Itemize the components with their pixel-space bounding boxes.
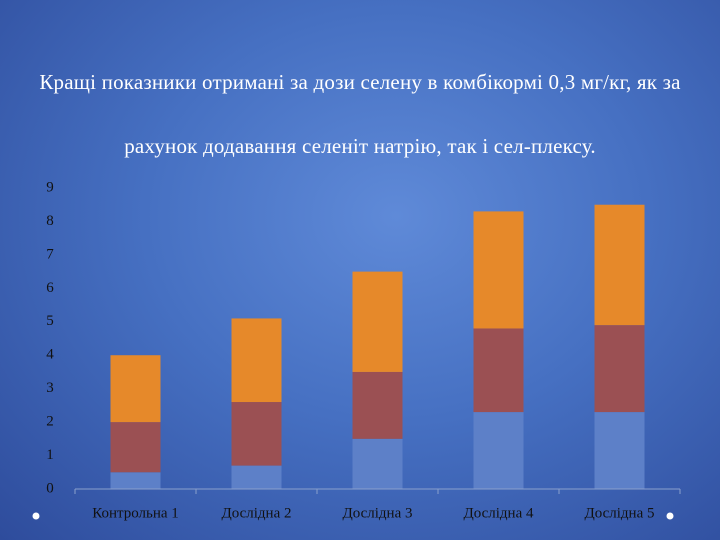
x-tick-label: Дослідна 3 [343,505,413,521]
bar-segment [473,412,524,489]
y-tick-label: 5 [46,313,54,329]
bar-segment [110,422,161,473]
chart-title: Кращі показники отримані за дози селену … [39,70,681,158]
bar-segment [110,472,161,489]
y-tick-label: 8 [46,213,54,229]
bar-segment [231,465,282,489]
x-tick-label: Дослідна 4 [464,505,534,521]
y-tick-label: 4 [46,347,54,363]
bar-segment [352,371,403,439]
y-tick-label: 9 [46,179,54,195]
bar-segment [231,402,282,466]
x-tick-label: Дослідна 5 [585,505,655,521]
bar-segment [352,438,403,489]
y-tick-label: 0 [46,480,54,496]
x-tick-label: Контрольна 1 [92,505,179,521]
bullet [32,512,40,520]
bar-segment [594,412,645,489]
bar-segment [473,328,524,413]
y-tick-label: 2 [46,414,54,430]
y-tick-label: 1 [46,447,54,463]
bar-segment [594,204,645,326]
bar-segment [594,325,645,413]
bar-segment [231,318,282,403]
y-tick-label: 3 [46,380,54,396]
bullet [666,512,674,520]
bar-segment [473,211,524,329]
y-tick-label: 6 [46,280,54,296]
bar-segment [352,271,403,372]
x-tick-label: Дослідна 2 [222,505,292,521]
y-tick-label: 7 [46,246,54,262]
bar-segment [110,355,161,423]
